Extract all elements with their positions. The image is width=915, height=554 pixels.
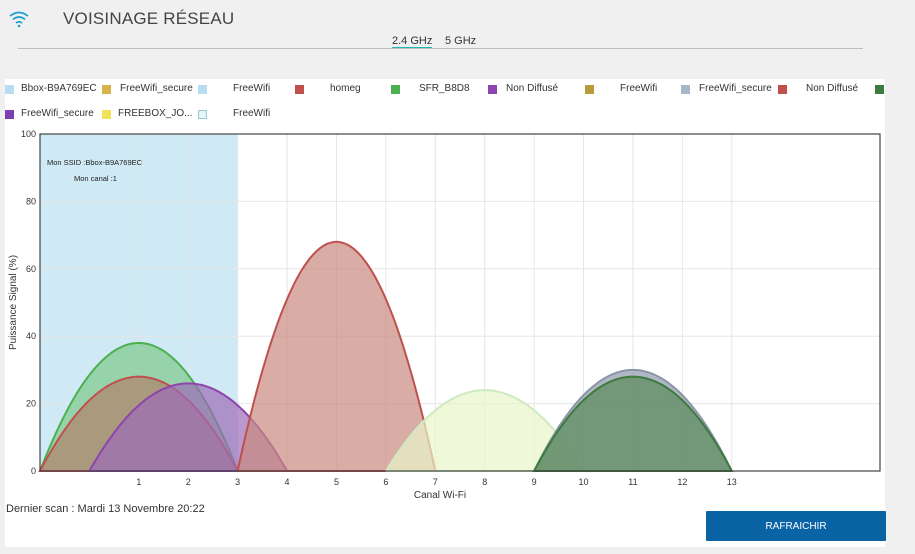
legend-label: Non Diffusé: [506, 83, 559, 94]
legend-swatch: [778, 85, 787, 94]
legend-swatch: [102, 110, 111, 119]
y-tick-label: 40: [26, 331, 36, 341]
page-header: VOISINAGE RÉSEAU: [0, 0, 915, 70]
legend-swatch: [198, 110, 207, 119]
x-tick-label: 5: [334, 477, 339, 487]
legend-label: FREEBOX_JO...: [118, 108, 193, 119]
x-tick-label: 11: [628, 477, 637, 487]
tab-2-4ghz[interactable]: 2.4 GHz: [392, 35, 433, 49]
tab-divider: [18, 48, 863, 49]
x-tick-label: 4: [285, 477, 290, 487]
series-area: [532, 375, 734, 472]
x-tick-label: 12: [677, 477, 687, 487]
y-tick-label: 80: [26, 196, 36, 206]
legend-swatch: [681, 85, 690, 94]
legend-swatch: [585, 85, 594, 94]
legend-label: FreeWifi: [233, 83, 271, 94]
my-ssid-annotation: Mon SSID :Bbox-B9A769EC: [47, 158, 143, 167]
legend-swatch: [5, 110, 14, 119]
x-tick-label: 13: [727, 477, 737, 487]
legend-swatch: [488, 85, 497, 94]
page-title: VOISINAGE RÉSEAU: [63, 9, 235, 28]
legend-swatch: [102, 85, 111, 94]
legend-swatch: [391, 85, 400, 94]
y-tick-label: 60: [26, 264, 36, 274]
y-tick-label: 20: [26, 399, 36, 409]
legend-label: FreeWifi_secure: [21, 108, 94, 119]
tab-5ghz[interactable]: 5 GHz: [445, 35, 477, 47]
legend-label: SFR_B8D8: [419, 83, 470, 94]
x-tick-label: 7: [433, 477, 438, 487]
y-tick-label: 100: [21, 129, 36, 139]
legend-label: FreeWifi_secure: [120, 83, 193, 94]
y-axis-label: Puissance Signal (%): [8, 255, 19, 350]
chart-panel: Bbox-B9A769EC FreeWifi_secure FreeWifi home…: [5, 79, 885, 547]
legend-label: FreeWifi: [233, 108, 271, 119]
x-tick-label: 3: [235, 477, 240, 487]
x-axis-label: Canal Wi-Fi: [414, 490, 466, 499]
series-area: [385, 389, 586, 472]
x-tick-label: 1: [136, 477, 141, 487]
x-tick-label: 10: [579, 477, 589, 487]
plot-frame: [39, 133, 881, 472]
legend-label: Bbox-B9A769EC: [21, 83, 97, 94]
x-tick-label: 2: [186, 477, 191, 487]
x-tick-label: 8: [482, 477, 487, 487]
legend-label: FreeWifi: [620, 83, 658, 94]
legend-swatch: [875, 85, 884, 94]
wifi-icon: [9, 11, 29, 28]
legend-swatch: [198, 85, 207, 94]
legend-label: Non Diffusé: [806, 83, 859, 94]
legend-label: homeg: [330, 83, 361, 94]
my-channel-annotation: Mon canal :1: [74, 174, 117, 183]
legend-label: FreeWifi_secure: [699, 83, 772, 94]
series-area: [236, 240, 437, 472]
legend: Bbox-B9A769EC FreeWifi_secure FreeWifi home…: [5, 79, 885, 127]
y-tick-label: 0: [31, 466, 36, 476]
x-tick-label: 6: [383, 477, 388, 487]
x-tick-label: 9: [532, 477, 537, 487]
band-tabs: 2.4 GHz 5 GHz: [0, 33, 915, 53]
last-scan-text: Dernier scan : Mardi 13 Novembre 20:22: [6, 503, 205, 515]
refresh-button[interactable]: RAFRAICHIR: [706, 511, 886, 541]
legend-swatch: [5, 85, 14, 94]
legend-swatch: [295, 85, 304, 94]
